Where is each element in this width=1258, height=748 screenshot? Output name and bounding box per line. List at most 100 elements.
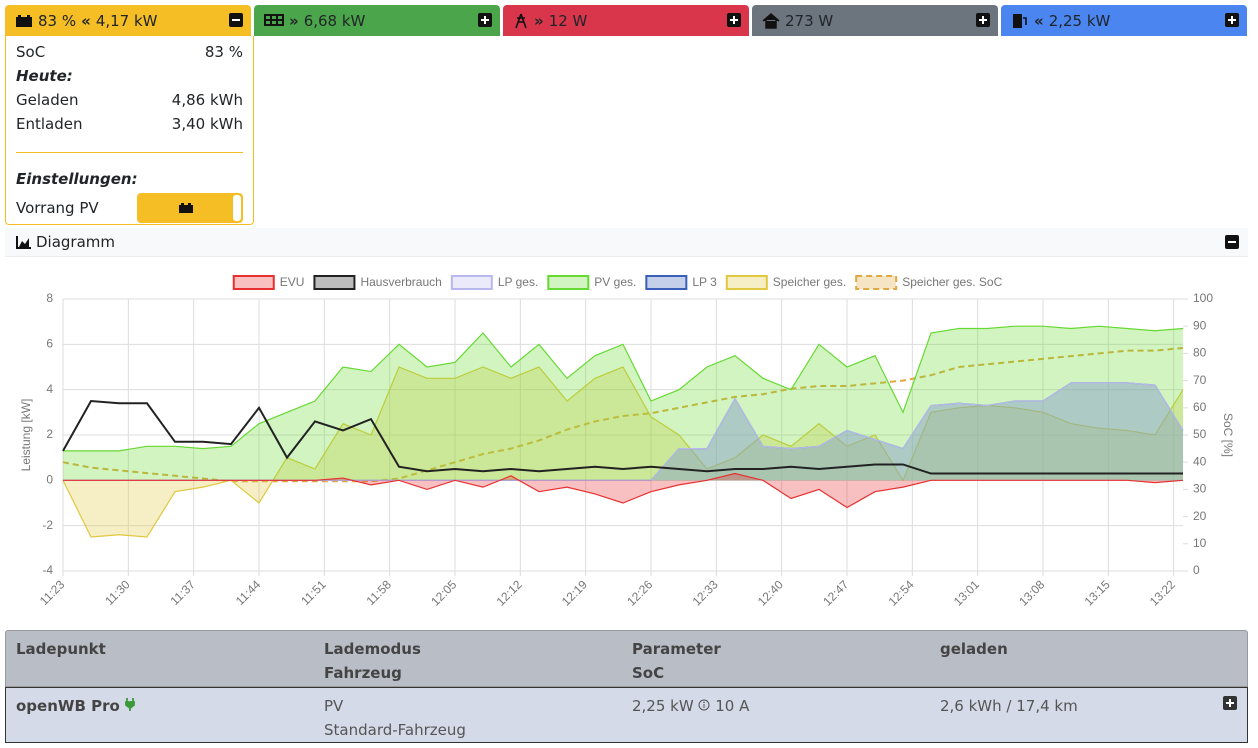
y-tick-label: -4 (42, 563, 53, 577)
area-fill (63, 382, 1183, 481)
collapse-button[interactable] (1225, 235, 1239, 249)
legend-swatch (725, 275, 768, 290)
divider (16, 152, 243, 153)
area-fill (63, 326, 1183, 481)
expand-button[interactable] (1225, 13, 1239, 27)
header-text: Parameter (632, 640, 721, 658)
header-cell: Ladepunkt (16, 637, 106, 661)
header-cell: Parameter SoC (632, 637, 721, 685)
y2-tick-label: 0 (1193, 563, 1200, 577)
expand-button[interactable] (976, 13, 990, 27)
grid-tile[interactable]: » 12 W (503, 5, 749, 36)
cell: 2,6 kWh / 17,4 km (940, 694, 1078, 718)
value: 4,86 kWh (171, 91, 243, 109)
x-tick-label: 12:05 (428, 577, 459, 608)
area-line (63, 325, 1184, 452)
expand-button[interactable] (1223, 696, 1237, 710)
charge-point-name: openWB Pro (16, 697, 120, 715)
battery-tile[interactable]: 83 % « 4,17 kW (5, 5, 251, 36)
house-tile[interactable]: 273 W (752, 5, 998, 36)
y-tick-label: 0 (46, 473, 53, 487)
tile-value: 12 W (548, 11, 588, 30)
header-text: geladen (940, 640, 1008, 658)
tile-value: 273 W (785, 11, 834, 30)
y2-tick-label: 50 (1193, 427, 1207, 441)
plug-icon (125, 698, 135, 711)
x-tick-label: 12:47 (820, 577, 851, 608)
x-tick-label: 12:33 (690, 577, 721, 608)
pv-icon (264, 13, 284, 26)
cell: openWB Pro (16, 694, 135, 718)
y-tick-label: 6 (46, 337, 53, 351)
label: Entladen (16, 115, 83, 133)
x-tick-label: 13:01 (951, 577, 982, 608)
legend-swatch (547, 275, 590, 290)
area-fill (63, 382, 1183, 481)
y-tick-label: 4 (46, 382, 53, 396)
y-tick-label: -2 (42, 518, 53, 532)
y-tick-label: 2 (46, 427, 53, 441)
battery-panel: SoC 83 % Heute: Geladen 4,86 kWh Entladen 3… (5, 36, 254, 225)
diagram-header: Diagramm (5, 228, 1248, 257)
y2-tick-label: 90 (1193, 318, 1207, 332)
y-axis-title: Leistung [kW] (19, 399, 33, 472)
x-tick-label: 11:51 (298, 577, 329, 608)
charged: 2,6 kWh / 17,4 km (940, 697, 1078, 715)
value: 3,40 kWh (171, 115, 243, 133)
table-header: Ladepunkt Lademodus Fahrzeug Parameter SoC… (5, 630, 1248, 687)
x-tick-label: 12:26 (624, 577, 655, 608)
y2-tick-label: 10 (1193, 536, 1207, 550)
area-fill (63, 473, 1183, 508)
legend-swatch (645, 275, 688, 290)
legend-label: Hausverbrauch (360, 275, 441, 289)
legend-label: LP ges. (498, 275, 538, 289)
chart-icon (16, 236, 31, 249)
table-row[interactable]: openWB Pro PV Standard-Fahrzeug 2,25 kW 1… (5, 687, 1248, 743)
expand-button[interactable] (727, 13, 741, 27)
y2-tick-label: 20 (1193, 509, 1207, 523)
header-text: Ladepunkt (16, 640, 106, 658)
cell: 2,25 kW 10 A (632, 694, 749, 718)
mode: PV (324, 697, 344, 715)
x-tick-label: 11:23 (37, 577, 68, 608)
priority-toggle[interactable] (137, 193, 243, 223)
expand-button[interactable] (478, 13, 492, 27)
y2-tick-label: 70 (1193, 373, 1207, 387)
x-tick-label: 13:15 (1082, 577, 1113, 608)
pv-tile[interactable]: » 6,68 kW (254, 5, 500, 36)
collapse-button[interactable] (229, 13, 243, 27)
charge-point-table: Ladepunkt Lademodus Fahrzeug Parameter SoC… (5, 630, 1248, 743)
tile-value: 83 % (38, 11, 77, 30)
x-tick-label: 11:37 (168, 577, 199, 608)
legend-label: Speicher ges. SoC (902, 275, 1002, 289)
legend-label: Speicher ges. (773, 275, 846, 289)
tile-value: 6,68 kW (303, 11, 366, 30)
y2-tick-label: 40 (1193, 454, 1207, 468)
x-tick-label: 13:08 (1016, 577, 1047, 608)
tile-value: 2,25 kW (1048, 11, 1111, 30)
chevrons: » (289, 11, 299, 30)
x-tick-label: 12:19 (559, 577, 590, 608)
x-tick-label: 12:54 (886, 577, 917, 608)
header-cell: Lademodus Fahrzeug (324, 637, 421, 685)
grid-icon (515, 13, 527, 28)
legend-swatch (855, 275, 898, 290)
y2-tick-label: 30 (1193, 482, 1207, 496)
label: SoC (16, 43, 46, 61)
charge-tile[interactable]: « 2,25 kW (1001, 5, 1247, 36)
legend-label: LP 3 (692, 275, 717, 289)
y2-tick-label: 80 (1193, 346, 1207, 360)
toggle-knob (233, 195, 241, 221)
value: 83 % (204, 43, 243, 61)
header-text: Fahrzeug (324, 664, 402, 682)
y2-tick-label: 60 (1193, 400, 1207, 414)
x-tick-label: 12:40 (755, 577, 786, 608)
legend-label: PV ges. (594, 275, 636, 289)
area-fill (63, 367, 1183, 537)
y2-tick-label: 100 (1193, 291, 1213, 305)
chevrons: « (81, 11, 91, 30)
label: Vorrang PV (16, 199, 99, 217)
area-line (62, 366, 1184, 538)
x-tick-label: 13:22 (1147, 577, 1178, 608)
